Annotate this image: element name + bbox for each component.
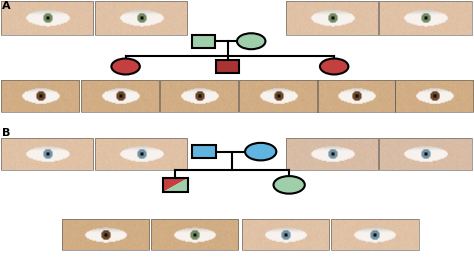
Bar — [395, 80, 473, 112]
Bar — [151, 219, 238, 250]
Bar — [379, 1, 472, 35]
Bar — [192, 35, 215, 48]
Bar — [62, 219, 149, 250]
Bar — [95, 138, 187, 170]
Polygon shape — [163, 178, 188, 192]
Text: A: A — [2, 1, 11, 11]
Bar — [379, 138, 472, 170]
Bar — [317, 80, 395, 112]
Bar — [192, 145, 216, 158]
Bar — [242, 219, 329, 250]
Text: B: B — [2, 128, 11, 138]
Circle shape — [237, 33, 265, 49]
Bar — [239, 80, 318, 112]
Circle shape — [111, 59, 140, 74]
Polygon shape — [163, 178, 188, 192]
Bar — [163, 178, 188, 192]
Circle shape — [245, 143, 276, 160]
Bar — [160, 80, 238, 112]
Bar — [1, 80, 79, 112]
Bar — [81, 80, 159, 112]
Bar — [286, 1, 378, 35]
Bar — [95, 1, 187, 35]
Bar — [1, 1, 93, 35]
Bar — [1, 138, 93, 170]
Bar — [286, 138, 378, 170]
Bar — [216, 60, 239, 73]
Circle shape — [273, 176, 305, 194]
Bar — [331, 219, 419, 250]
Circle shape — [320, 59, 348, 74]
